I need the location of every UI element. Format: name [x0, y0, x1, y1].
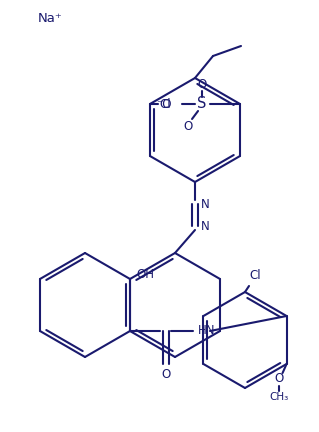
- Text: Cl: Cl: [159, 98, 171, 111]
- Text: HN: HN: [198, 324, 215, 337]
- Text: N: N: [201, 197, 210, 210]
- Text: N: N: [201, 219, 210, 232]
- Text: Na⁺: Na⁺: [38, 12, 63, 25]
- Text: O: O: [183, 120, 193, 133]
- Text: ⁻O: ⁻O: [157, 98, 172, 111]
- Text: Cl: Cl: [249, 269, 261, 282]
- Text: O: O: [197, 77, 207, 90]
- Text: CH₃: CH₃: [269, 392, 288, 402]
- Text: O: O: [274, 372, 283, 385]
- Text: O: O: [161, 368, 171, 381]
- Text: OH: OH: [136, 269, 154, 282]
- Text: S: S: [197, 96, 207, 111]
